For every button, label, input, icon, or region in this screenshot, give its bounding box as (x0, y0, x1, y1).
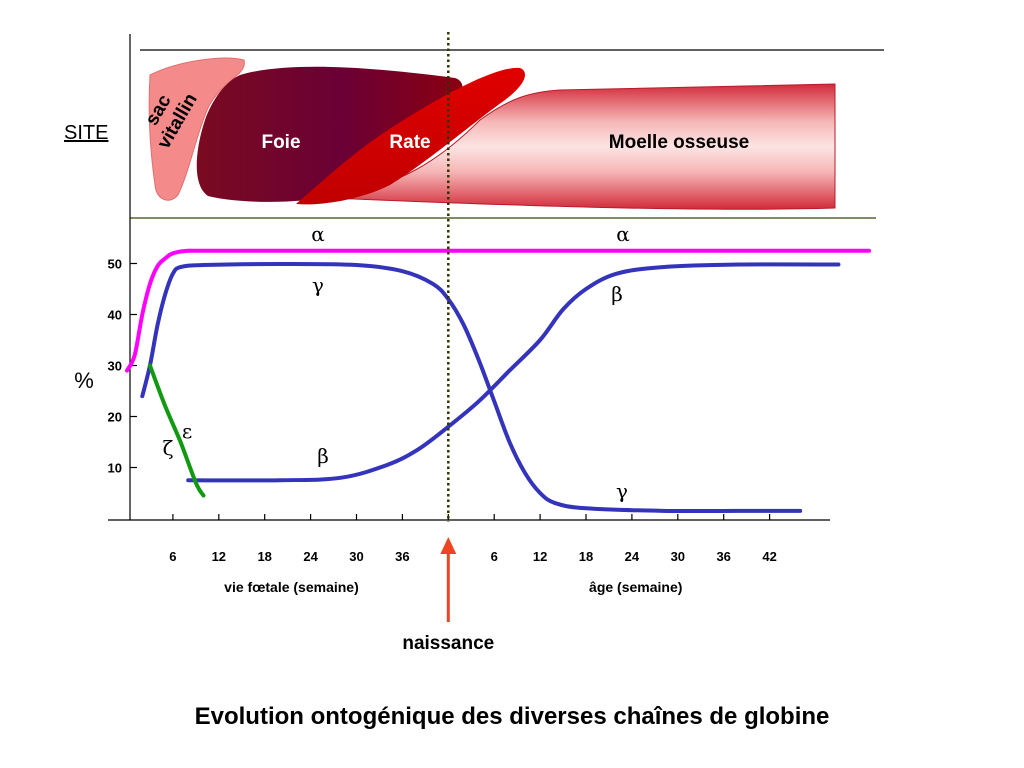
x-tick-label: 30 (349, 549, 363, 564)
series-gamma-line (140, 262, 803, 514)
series-epsilon-zeta-label: ε (182, 419, 192, 443)
site-sac-vitallin (148, 57, 245, 201)
x-tick-label: 6 (491, 549, 498, 564)
x-tick-label: 18 (579, 549, 593, 564)
x-tick-label: 12 (212, 549, 226, 564)
x-tick-label: 12 (533, 549, 547, 564)
x-tick-label: 36 (395, 549, 409, 564)
site-label-moelle: Moelle osseuse (609, 132, 749, 153)
chart-title: Evolution ontogénique des diverses chaîn… (195, 703, 830, 730)
x-tick-label: 42 (762, 549, 776, 564)
series-gamma-label: γ (312, 273, 324, 297)
site-label: SITE (64, 122, 108, 144)
y-axis-label: % (74, 368, 94, 393)
birth-label: naissance (402, 633, 494, 654)
x-tick-label: 36 (716, 549, 730, 564)
series-beta-line (186, 262, 841, 483)
y-tick-label: 40 (108, 308, 122, 323)
y-tick-label: 50 (108, 257, 122, 272)
series-beta-label: β (317, 444, 329, 468)
series-epsilon-zeta-label: ζ (163, 436, 174, 460)
x-tick-label: 18 (257, 549, 271, 564)
series-alpha-label: α (616, 222, 630, 246)
y-tick-label: 20 (108, 410, 122, 425)
site-moelle-osseuse (329, 83, 836, 210)
series-alpha-label: α (311, 222, 325, 246)
site-rate (296, 67, 525, 205)
site-label-foie: Foie (261, 132, 300, 153)
birth-arrow-head (440, 537, 457, 554)
series-beta-label: β (611, 282, 623, 306)
series-epsilon-zeta-line (147, 363, 206, 498)
x-section-label-age: âge (semaine) (589, 579, 682, 595)
series-gamma-label: γ (616, 479, 628, 503)
x-tick-label: 24 (625, 549, 640, 564)
site-foie (196, 66, 463, 202)
x-tick-label: 6 (169, 549, 176, 564)
x-section-label-foetal: vie fœtale (semaine) (224, 579, 359, 595)
x-tick-label: 24 (303, 549, 318, 564)
site-label-rate: Rate (389, 132, 430, 153)
y-tick-label: 30 (108, 359, 122, 374)
series-alpha-line (125, 248, 872, 373)
y-tick-label: 10 (108, 461, 122, 476)
x-tick-label: 30 (671, 549, 685, 564)
